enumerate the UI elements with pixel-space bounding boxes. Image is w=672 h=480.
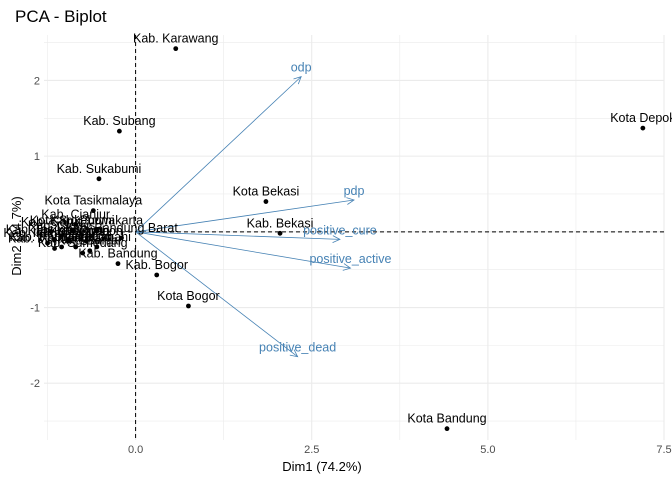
individual-label: Kota Depok (610, 111, 672, 125)
individual-point (48, 229, 54, 235)
x-tick-label: 0.0 (128, 444, 143, 456)
individual-point (52, 236, 57, 242)
chart-title: PCA - Biplot (15, 7, 107, 26)
variable-arrow (135, 231, 340, 240)
individual-point (115, 261, 121, 267)
individual-label: Kota Bekasi (233, 185, 300, 199)
variable-label: positive_cure (303, 223, 377, 237)
variable-arrow (135, 231, 351, 269)
individual-label: Kota Bandung (407, 412, 486, 426)
individual-label: Kab. Tasikmalaya (6, 222, 104, 236)
individual-label: Kota Banjar (57, 234, 122, 248)
individual-point (66, 238, 72, 244)
individual-point (45, 240, 50, 246)
individual-label: Kota Cimahi (63, 230, 131, 244)
individual-label: Kab. Bandung (78, 247, 157, 261)
individual-point (116, 128, 122, 134)
x-tick-label: 5.0 (480, 444, 495, 456)
individual-label: Kota Sukabumi (30, 213, 115, 227)
individual-label: Kab. Garut (21, 215, 82, 229)
variable-label: odp (291, 61, 312, 75)
y-tick-label: -2 (30, 378, 40, 390)
individual-label: Kota Bogor (157, 289, 220, 303)
grid-lines (44, 35, 665, 440)
variable-arrowhead (342, 263, 352, 271)
variable-arrow (135, 231, 298, 358)
individual-label: Kab. Bandung Barat (65, 221, 178, 235)
individual-point (52, 246, 57, 251)
individual-label: Kab. Ciamis (28, 219, 95, 233)
individual-point (59, 233, 65, 239)
variable-arrowhead (289, 349, 299, 358)
individual-label: Kab. Pangandaran (9, 230, 113, 244)
individual-point (119, 235, 124, 241)
individual-label: Kab. Sukabumi (57, 162, 142, 176)
x-tick-label: 7.5 (656, 444, 671, 456)
individual-label: Kab. Subang (83, 114, 155, 128)
x-axis-title: Dim1 (74.2%) (282, 459, 361, 474)
individual-point (277, 230, 283, 236)
variable-label: pdp (344, 184, 365, 198)
individual-label: Kab. Bogor (125, 258, 188, 272)
individual-label: Kab. Purwakarta (51, 213, 143, 227)
y-tick-label: 2 (34, 75, 40, 87)
individual-label: Kab. Karawang (133, 32, 219, 46)
point-labels: Kab. Karawang Kota Depok Kab. Subang Kab. S… (3, 32, 672, 426)
variable-arrow (135, 199, 355, 233)
individual-label: Kab. Bekasi (247, 216, 314, 230)
individual-point (186, 303, 191, 309)
individual-label: Kab. Sumedang (38, 236, 128, 250)
individual-point (87, 248, 93, 254)
individual-point (173, 46, 179, 52)
individual-point (73, 244, 79, 250)
individual-label: Kab. Kuningan (28, 224, 110, 238)
individual-point (96, 176, 102, 182)
individual-point (69, 227, 75, 233)
individual-point (640, 125, 646, 131)
individual-label: Kab. Indramayu (3, 226, 91, 240)
variable-arrow (135, 76, 302, 233)
individual-point (83, 238, 89, 244)
individual-label: Kota Cirebon (50, 224, 123, 238)
y-tick-label: 1 (34, 151, 40, 163)
individual-point (80, 250, 86, 256)
individual-point (59, 244, 65, 250)
individual-label: Kab. Cirebon (39, 230, 112, 244)
individual-point (94, 244, 100, 250)
individual-point (263, 199, 269, 204)
individual-point (73, 221, 79, 227)
individual-point (154, 272, 160, 278)
individual-label: Kab. Cianjur (41, 207, 110, 221)
variable-label: positive_active (309, 252, 391, 266)
variable-arrowhead (293, 76, 302, 85)
y-tick-label: -1 (30, 303, 40, 315)
axes: 0.0 2.5 5.0 7.5 -2 -1 0 1 2 (30, 35, 672, 456)
y-axis-title: Dim2 (14.7%) (9, 196, 24, 275)
individual-points (45, 46, 646, 432)
individual-point (444, 426, 450, 432)
variable-arrows: odp pdp positive_cure positive_activepositi… (135, 61, 392, 358)
variable-arrowhead (332, 235, 341, 243)
individual-point (94, 227, 100, 233)
variable-label: positive_dead (259, 341, 336, 355)
individual-point (90, 208, 96, 214)
individual-label: Kab. Majalengka (8, 231, 101, 245)
individual-label: Kota Tasikmalaya (44, 194, 142, 208)
y-tick-label: 0 (34, 227, 40, 239)
variable-arrowhead (346, 197, 355, 205)
x-tick-label: 2.5 (304, 444, 319, 456)
